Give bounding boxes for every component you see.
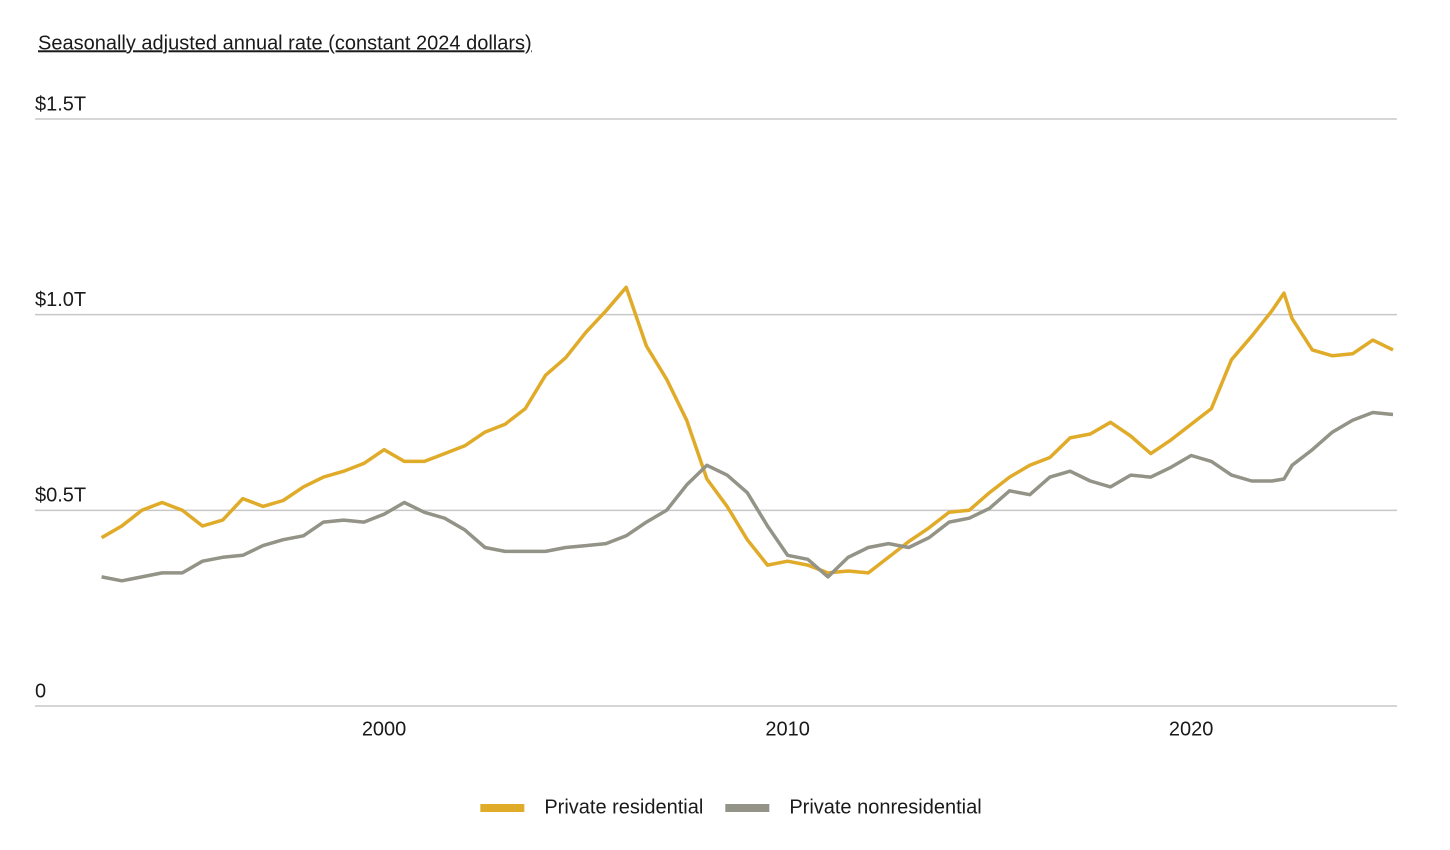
y-tick-label: $1.0T — [35, 289, 86, 311]
series-line — [101, 410, 1394, 583]
legend-label: Private nonresidential — [789, 796, 981, 818]
x-tick-label: 2010 — [765, 718, 810, 740]
chart-title: Seasonally adjusted annual rate (constan… — [38, 32, 532, 54]
legend-label: Private residential — [544, 796, 703, 818]
series-line — [100, 285, 1394, 575]
y-tick-label: $0.5T — [35, 485, 86, 507]
x-tick-label: 2020 — [1169, 718, 1214, 740]
y-tick-label: $1.5T — [35, 93, 86, 115]
y-tick-label: 0 — [35, 680, 46, 702]
x-tick-label: 2000 — [362, 718, 407, 740]
